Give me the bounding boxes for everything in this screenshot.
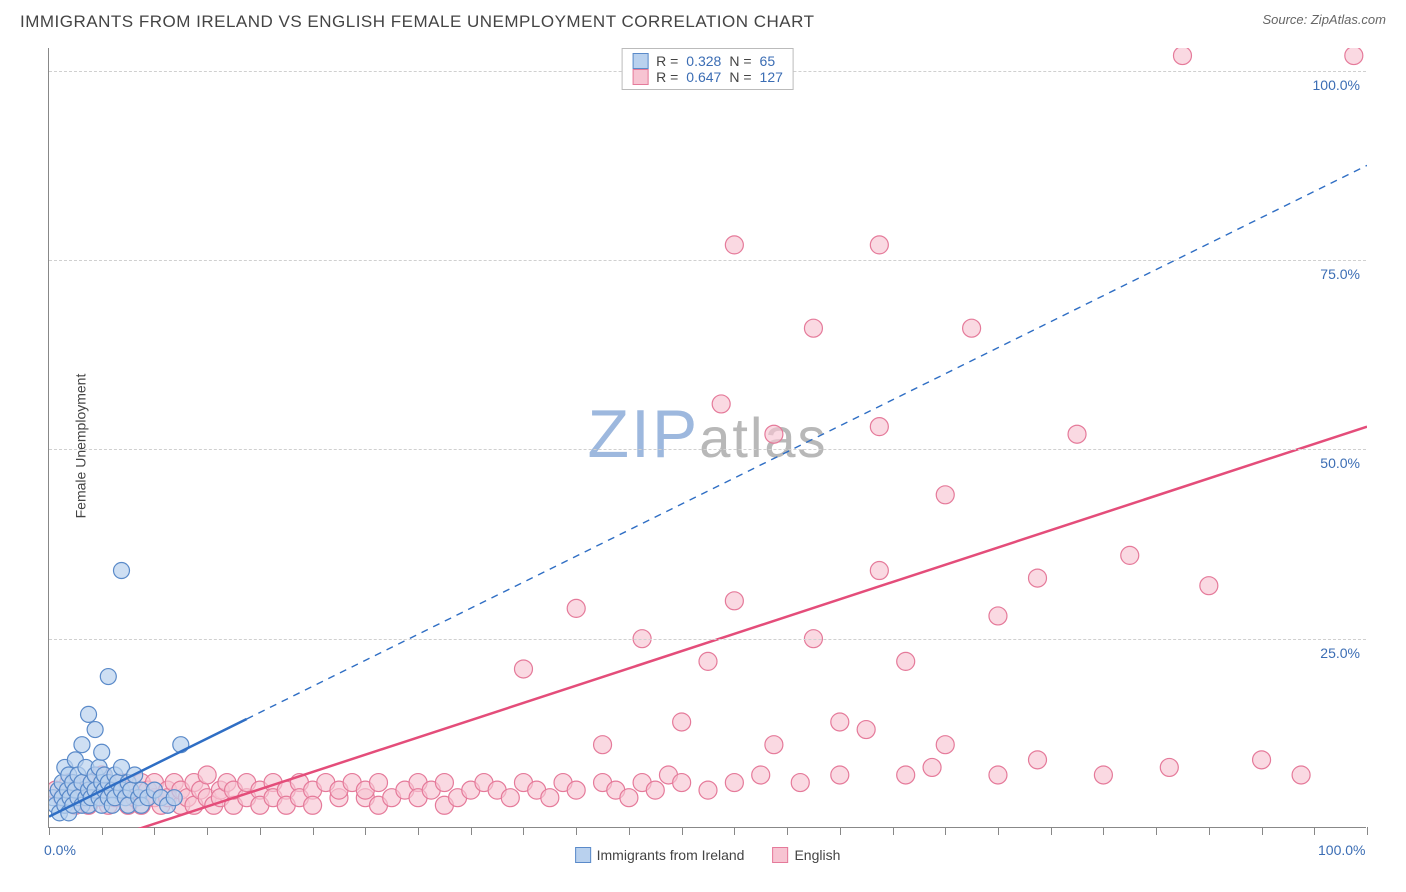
x-axis-origin-label: 0.0%	[44, 842, 76, 858]
correlation-legend: R = 0.328 N = 65 R = 0.647 N = 127	[621, 48, 794, 90]
y-tick-label: 25.0%	[1320, 645, 1360, 661]
title-bar: IMMIGRANTS FROM IRELAND VS ENGLISH FEMAL…	[0, 0, 1406, 32]
swatch-ireland-icon	[575, 847, 591, 863]
n-label-ireland: N =	[729, 53, 751, 69]
legend-label-english: English	[794, 847, 840, 863]
source: Source: ZipAtlas.com	[1262, 12, 1386, 27]
legend-item-ireland: Immigrants from Ireland	[575, 847, 745, 863]
r-value-ireland: 0.328	[686, 53, 721, 69]
y-tick-label: 50.0%	[1320, 455, 1360, 471]
r-label-english: R =	[656, 69, 678, 85]
source-prefix: Source:	[1262, 12, 1310, 27]
plot-area: ZIPatlas R = 0.328 N = 65 R = 0.647 N = …	[48, 48, 1366, 828]
y-tick-label: 75.0%	[1320, 266, 1360, 282]
r-value-english: 0.647	[686, 69, 721, 85]
x-axis-max-label: 100.0%	[1318, 842, 1365, 858]
legend-row-english: R = 0.647 N = 127	[632, 69, 783, 85]
source-name: ZipAtlas.com	[1311, 12, 1386, 27]
chart-container: IMMIGRANTS FROM IRELAND VS ENGLISH FEMAL…	[0, 0, 1406, 892]
n-label-english: N =	[729, 69, 751, 85]
n-value-ireland: 65	[760, 53, 776, 69]
series-legend: Immigrants from Ireland English	[575, 847, 841, 863]
swatch-english-icon	[772, 847, 788, 863]
r-label-ireland: R =	[656, 53, 678, 69]
legend-label-ireland: Immigrants from Ireland	[597, 847, 745, 863]
n-value-english: 127	[760, 69, 783, 85]
swatch-ireland	[632, 53, 648, 69]
chart-title: IMMIGRANTS FROM IRELAND VS ENGLISH FEMAL…	[20, 12, 815, 32]
legend-row-ireland: R = 0.328 N = 65	[632, 53, 783, 69]
swatch-english	[632, 69, 648, 85]
legend-item-english: English	[772, 847, 840, 863]
y-tick-label: 100.0%	[1313, 77, 1360, 93]
chart-svg	[49, 48, 1367, 828]
